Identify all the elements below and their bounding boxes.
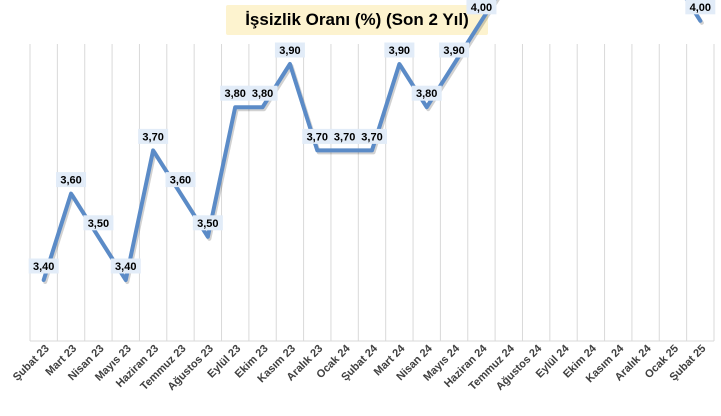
data-label-bg xyxy=(274,42,305,58)
data-label: 3,70 xyxy=(361,131,382,143)
data-label: 3,70 xyxy=(307,131,328,143)
grid-lines xyxy=(29,44,715,342)
data-label: 3,90 xyxy=(389,45,410,57)
x-tick-label: Şubat 23 xyxy=(11,343,52,384)
data-label: 4,00 xyxy=(690,2,711,14)
data-label-bg xyxy=(302,128,333,144)
data-label-bg xyxy=(28,258,59,274)
data-label-bg xyxy=(411,85,442,101)
data-label: 3,60 xyxy=(170,175,191,187)
data-label: 3,50 xyxy=(88,218,109,230)
data-label: 3,40 xyxy=(33,261,54,273)
data-label-bg xyxy=(110,258,141,274)
data-label: 3,50 xyxy=(197,218,218,230)
data-label-bg xyxy=(439,42,470,58)
data-label: 3,90 xyxy=(279,45,300,57)
chart-title: İşsizlik Oranı (%) (Son 2 Yıl) xyxy=(226,5,488,35)
data-label: 3,90 xyxy=(443,45,464,57)
data-label: 3,80 xyxy=(416,88,437,100)
data-label-bg xyxy=(357,128,387,144)
data-label-bg xyxy=(220,85,251,101)
data-label: 3,60 xyxy=(60,175,81,187)
series-line-path xyxy=(41,0,703,282)
data-label: 3,70 xyxy=(142,131,163,143)
series-line xyxy=(41,0,704,284)
data-label: 3,70 xyxy=(334,131,355,143)
data-label-bg xyxy=(83,215,114,231)
data-label-bg xyxy=(192,215,223,231)
data-label: 4,00 xyxy=(471,2,492,14)
data-label-bg xyxy=(247,85,278,101)
data-label-bg xyxy=(56,172,87,188)
data-labels: 3,40 3,60 3,50 3,40 3,70 3,60 3,50 3,80 3,80 3,90… xyxy=(28,0,716,274)
data-label-bg xyxy=(466,0,497,15)
data-label: 3,40 xyxy=(115,261,136,273)
data-label: 3,80 xyxy=(252,88,273,100)
data-label-bg xyxy=(329,128,360,144)
data-label-bg xyxy=(165,172,196,188)
data-label-bg xyxy=(685,0,716,15)
data-label-bg xyxy=(138,128,169,144)
data-label-bg xyxy=(384,42,415,58)
data-label: 3,80 xyxy=(224,88,245,100)
